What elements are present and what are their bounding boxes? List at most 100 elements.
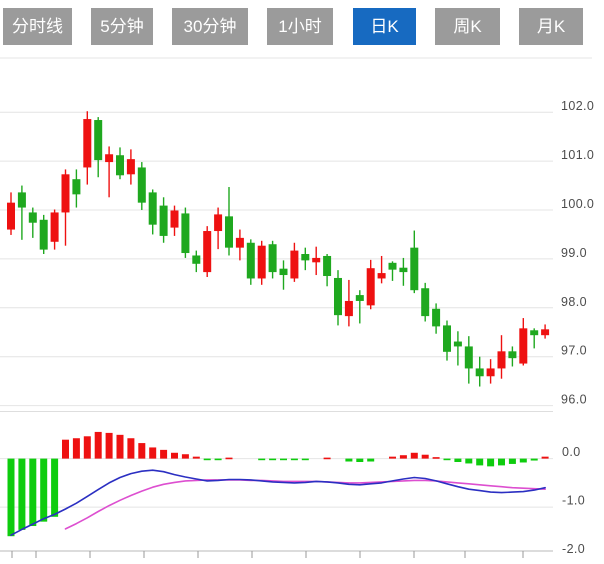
macd-bar <box>421 454 429 459</box>
macd-dif-line <box>10 469 546 537</box>
tab-1hour[interactable]: 1小时 <box>267 8 333 45</box>
candle <box>28 207 37 238</box>
candle <box>268 240 277 279</box>
macd-bar <box>290 458 298 461</box>
candle <box>50 209 59 250</box>
candle <box>519 318 528 366</box>
tab-weekly-k[interactable]: 周K <box>435 8 500 45</box>
macd-bar <box>301 458 309 461</box>
candle <box>377 255 386 284</box>
macd-bar <box>367 458 375 462</box>
candle <box>453 331 462 366</box>
candle <box>94 117 103 178</box>
candle <box>159 197 168 243</box>
macd-bar <box>116 434 124 459</box>
candles-series <box>7 111 550 387</box>
tab-30min[interactable]: 30分钟 <box>172 8 248 45</box>
macd-bar <box>519 458 527 463</box>
macd-bar <box>389 456 396 459</box>
macd-bar <box>72 438 80 459</box>
price-axis-label: 99.0 <box>561 246 587 260</box>
candle <box>246 239 255 285</box>
macd-bar <box>508 458 516 464</box>
tab-timeline[interactable]: 分时线 <box>3 8 72 45</box>
macd-bar <box>62 439 69 459</box>
candle <box>497 335 506 379</box>
macd-bar <box>541 456 549 459</box>
price-axis-label: 96.0 <box>561 393 587 407</box>
candle <box>126 149 135 185</box>
macd-bar <box>280 458 287 461</box>
candle <box>192 250 201 273</box>
candle <box>116 147 124 180</box>
macd-dea-line <box>64 479 546 530</box>
candle <box>399 257 408 286</box>
macd-bar <box>171 452 178 459</box>
macd-bar <box>192 456 200 459</box>
macd-bar <box>127 438 135 459</box>
price-axis-label: 97.0 <box>561 344 587 358</box>
candle <box>181 207 190 258</box>
macd-bar <box>51 458 59 517</box>
candle <box>39 214 48 255</box>
macd-bar <box>214 458 222 461</box>
macd-bar <box>498 458 505 466</box>
price-axis-label: 98.0 <box>561 295 587 309</box>
tab-5min[interactable]: 5分钟 <box>91 8 153 45</box>
macd-bar <box>203 458 211 461</box>
macd-bar <box>225 457 233 460</box>
period-tabs: 分时线 5分钟 30分钟 1小时 日K 周K 月K <box>0 0 604 50</box>
candle <box>203 226 212 277</box>
macd-bar <box>138 443 146 459</box>
macd-bar <box>487 458 495 467</box>
price-axis-labels: 102.0 101.0 100.0 99.0 98.0 97.0 96.0 <box>561 99 594 406</box>
macd-bar <box>443 458 451 461</box>
candle <box>355 290 364 324</box>
candle <box>235 229 244 261</box>
candle <box>83 111 92 185</box>
macd-bar <box>410 452 418 459</box>
candle <box>214 207 223 250</box>
macd-histogram <box>7 431 549 537</box>
tab-daily-k[interactable]: 日K <box>353 8 416 45</box>
candle <box>7 192 15 235</box>
candle <box>257 240 266 285</box>
price-axis-label: 102.0 <box>561 99 594 113</box>
candle <box>61 169 70 246</box>
candle <box>541 324 550 339</box>
macd-axis-label: -2.0 <box>562 542 585 556</box>
macd-bar <box>105 432 113 459</box>
macd-bar <box>83 436 91 459</box>
macd-bar <box>149 447 157 459</box>
macd-bar <box>18 458 26 530</box>
candle <box>279 260 288 290</box>
candle <box>290 242 299 282</box>
macd-bar <box>530 458 538 461</box>
macd-bar <box>345 458 353 462</box>
price-axis-label: 101.0 <box>561 148 594 162</box>
candle <box>334 270 342 326</box>
candle <box>508 346 517 367</box>
price-axis-label: 100.0 <box>561 197 594 211</box>
macd-axis-label: -1.0 <box>562 494 585 508</box>
macd-bar <box>432 457 440 459</box>
macd-bar <box>465 458 473 464</box>
candle <box>464 336 473 384</box>
tab-monthly-k[interactable]: 月K <box>519 8 583 45</box>
macd-bar <box>160 449 168 459</box>
macd-axis-labels: 0.0 -1.0 -2.0 <box>562 445 585 556</box>
candle <box>225 187 233 256</box>
candle <box>137 162 146 210</box>
macd-axis-label: 0.0 <box>562 445 581 459</box>
candle <box>17 185 26 240</box>
candle <box>530 328 539 349</box>
candle <box>410 230 419 294</box>
macd-bar <box>454 458 462 462</box>
candle <box>301 247 310 271</box>
candle <box>148 189 157 235</box>
candle <box>366 259 375 310</box>
candle <box>388 261 397 281</box>
candle <box>432 303 441 334</box>
x-axis-ticks <box>11 551 524 558</box>
